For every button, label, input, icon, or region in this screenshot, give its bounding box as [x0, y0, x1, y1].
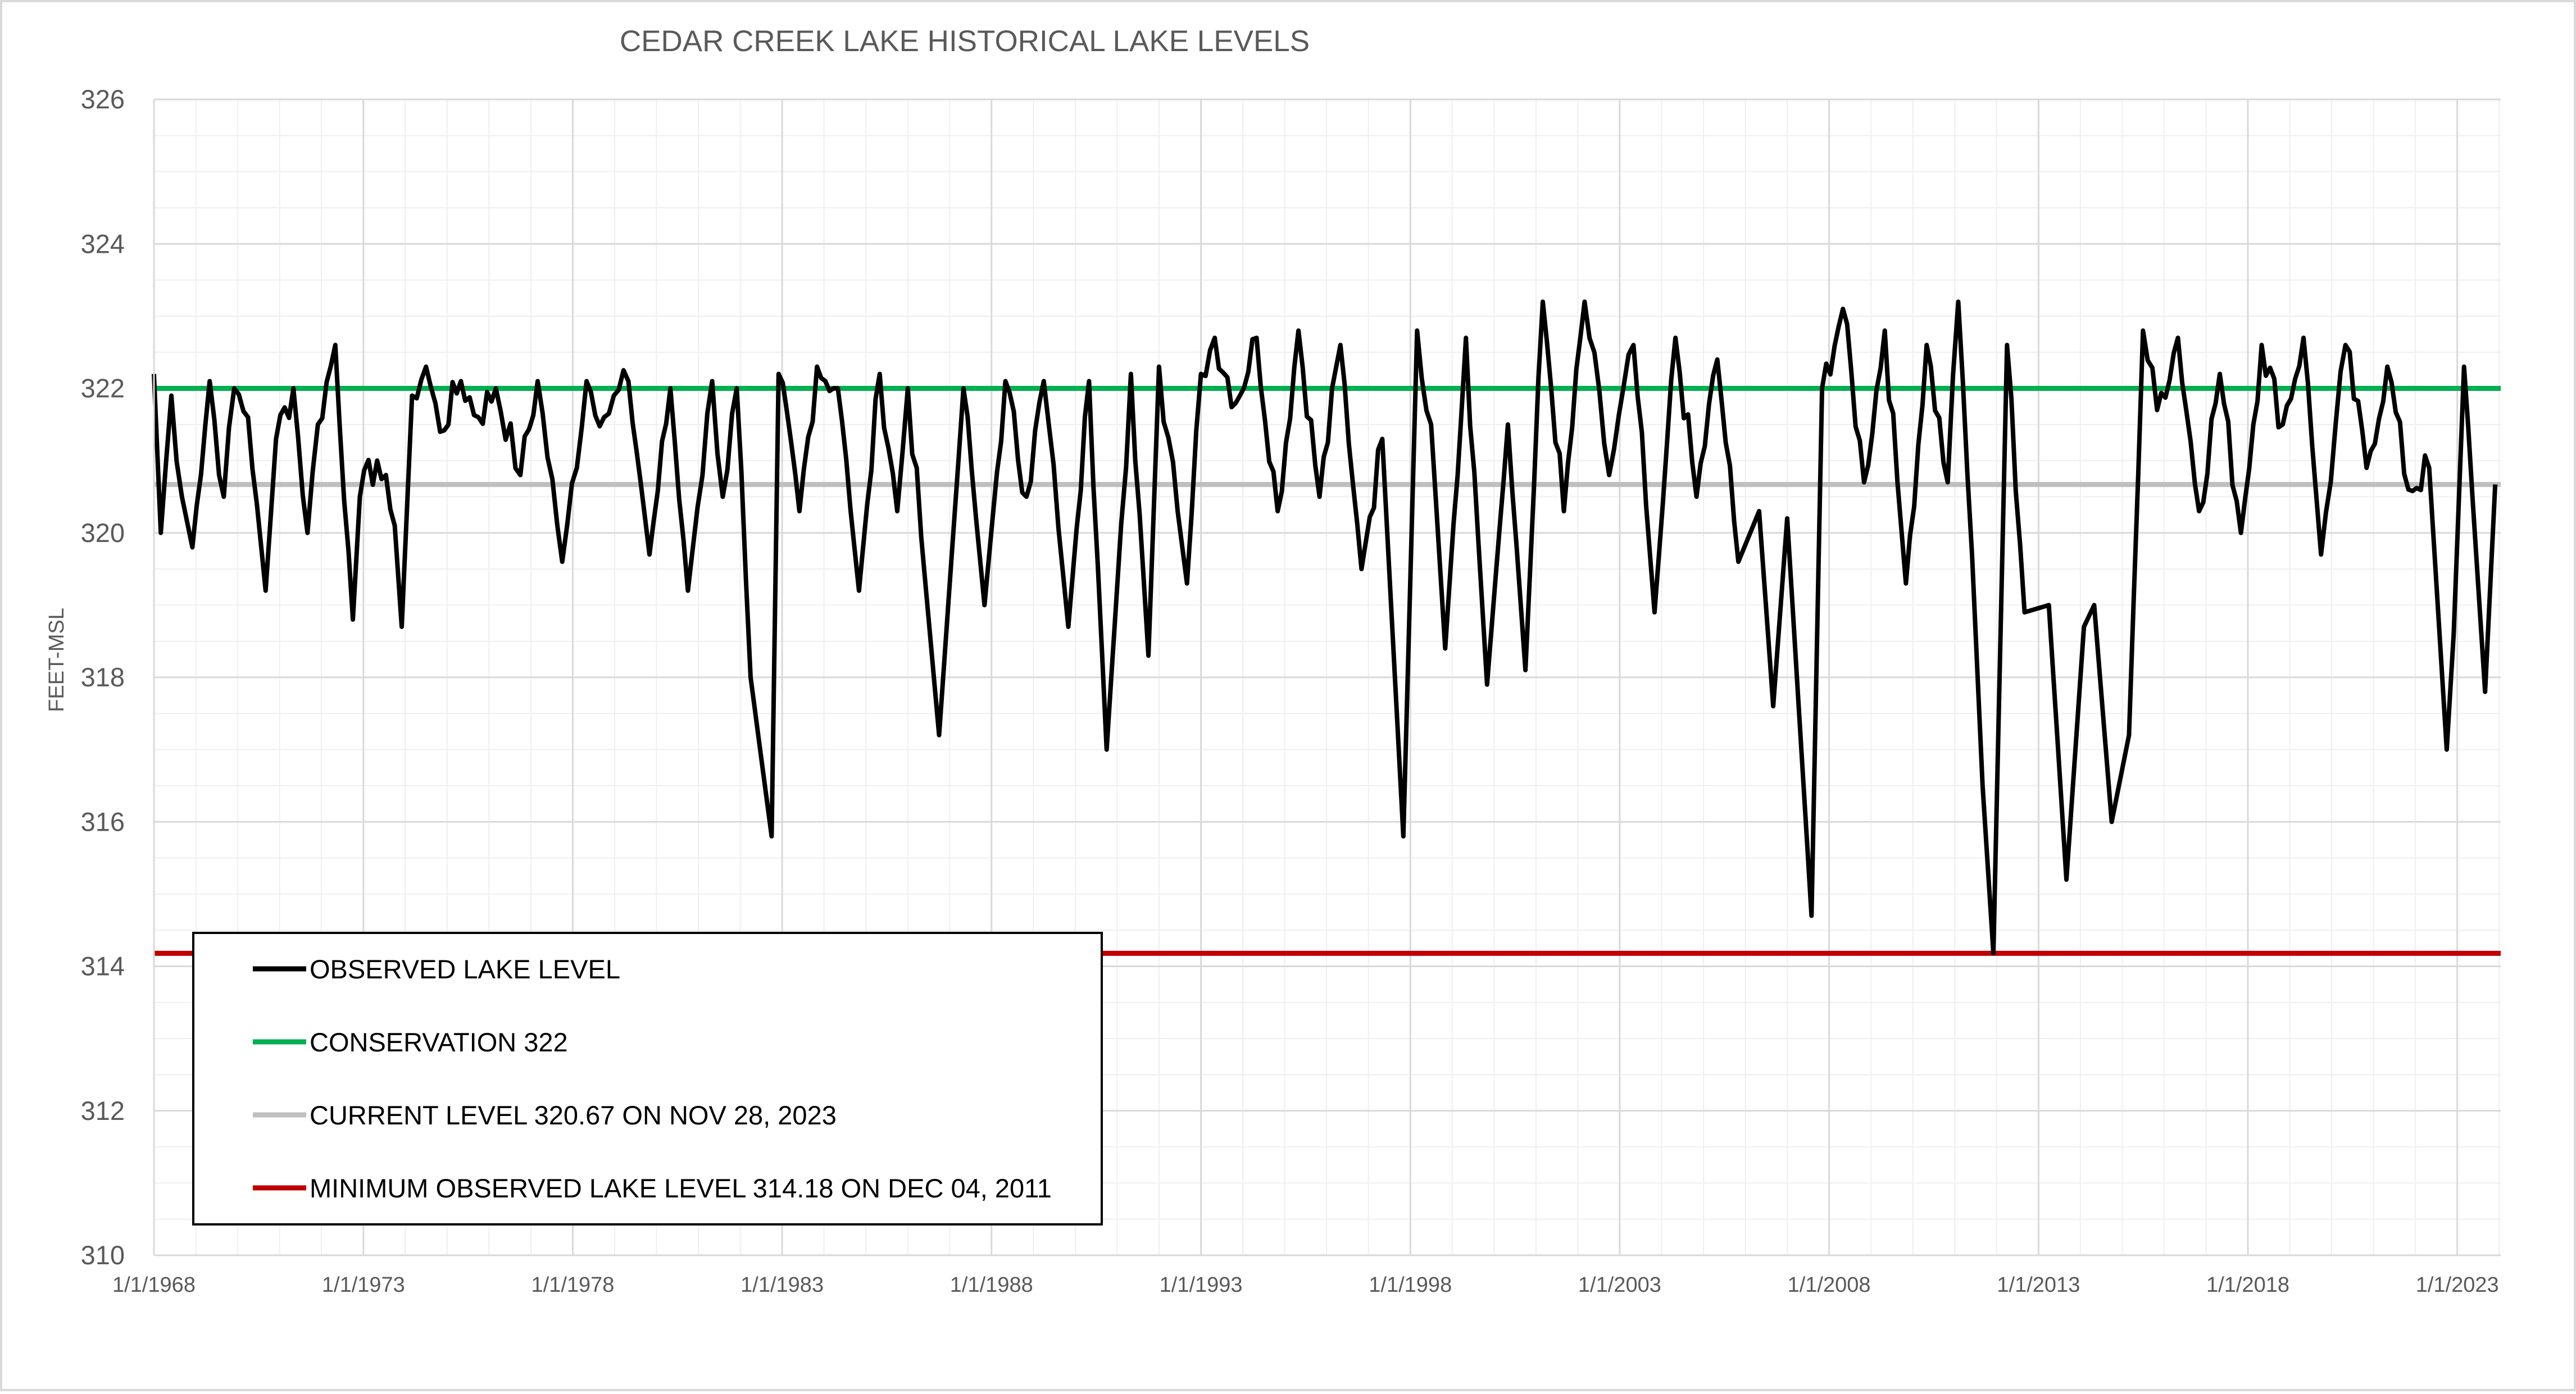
x-tick-label: 1/1/1978	[531, 1273, 615, 1297]
x-tick-label: 1/1/2003	[1578, 1273, 1661, 1297]
legend-item-current-label: CURRENT LEVEL 320.67 ON NOV 28, 2023	[310, 1100, 837, 1130]
legend-box	[192, 932, 1103, 1226]
axes	[153, 99, 2501, 1256]
x-tick-label: 1/1/1993	[1160, 1273, 1243, 1297]
observed-lake-level-line	[152, 299, 2498, 956]
y-axis-label: FEET-MSL	[45, 608, 69, 712]
x-tick-labels: 1/1/1968 1/1/1973 1/1/1978 1/1/1983 1/1/1988…	[112, 1273, 2499, 1297]
x-tick-label: 1/1/1983	[740, 1273, 824, 1297]
y-tick-label: 314	[81, 951, 125, 981]
y-tick-labels: 310 312 314 316 318 320 322 324 326	[81, 84, 125, 1270]
legend-item-conservation-label: CONSERVATION 322	[310, 1027, 568, 1057]
legend: OBSERVED LAKE LEVEL CONSERVATION 322 CURRE…	[192, 932, 1103, 1226]
y-tick-label: 310	[81, 1240, 125, 1270]
legend-item-minimum-label: MINIMUM OBSERVED LAKE LEVEL 314.18 ON DE…	[310, 1173, 1052, 1203]
y-tick-label: 326	[81, 84, 125, 114]
x-tick-label: 1/1/2018	[2206, 1273, 2289, 1297]
x-tick-label: 1/1/2008	[1788, 1273, 1871, 1297]
y-tick-label: 324	[81, 229, 125, 258]
x-tick-label: 1/1/1968	[112, 1273, 196, 1297]
x-tick-label: 1/1/1998	[1369, 1273, 1452, 1297]
y-tick-label: 322	[81, 373, 125, 403]
y-tick-label: 320	[81, 518, 125, 548]
y-tick-label: 318	[81, 662, 125, 692]
series-layer	[152, 299, 2498, 956]
y-tick-label: 316	[81, 807, 125, 836]
x-tick-label: 1/1/2013	[1997, 1273, 2080, 1297]
chart-title: CEDAR CREEK LAKE HISTORICAL LAKE LEVELS	[620, 25, 1310, 58]
x-tick-label: 1/1/1973	[322, 1273, 405, 1297]
y-tick-label: 312	[81, 1096, 125, 1126]
x-tick-label: 1/1/1988	[950, 1273, 1033, 1297]
x-tick-label: 1/1/2023	[2416, 1273, 2499, 1297]
legend-item-observed-label: OBSERVED LAKE LEVEL	[310, 954, 620, 984]
